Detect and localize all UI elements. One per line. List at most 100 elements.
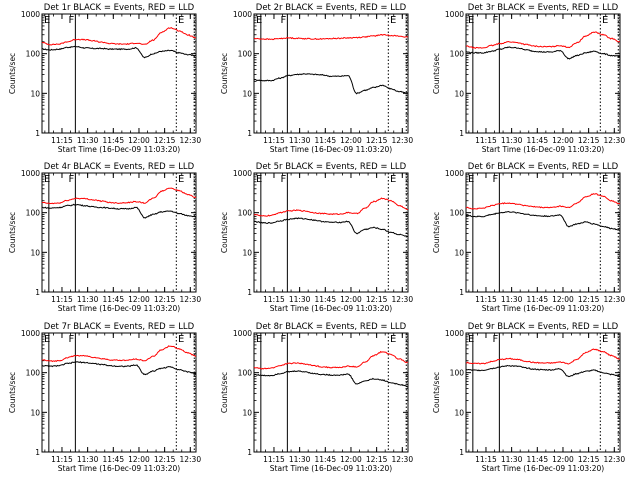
y-axis-label: Counts/sec <box>432 212 441 253</box>
y-tick-label: 10 <box>30 248 40 257</box>
events-series-line <box>253 370 409 388</box>
panel-title: Det 1r BLACK = Events, RED = LLD <box>44 3 195 13</box>
lld-series-line <box>465 31 620 50</box>
plot-frame <box>465 13 621 134</box>
detector-panel-7: Det 7r BLACK = Events, RED = LLD 1 10 100 10… <box>8 322 201 473</box>
x-tick-label: 12:30 <box>179 295 201 304</box>
flag-label: F <box>281 334 287 345</box>
detector-panel-8: Det 8r BLACK = Events, RED = LLD 1 10 100 10… <box>220 322 413 473</box>
flag-label: E <box>390 15 396 26</box>
y-tick-label: 1000 <box>233 329 252 338</box>
x-tick-label: 11:45 <box>526 455 548 464</box>
x-tick-label: 12:30 <box>603 455 625 464</box>
flag-label: F <box>69 334 75 345</box>
x-axis-label: Start Time (16-Dec-09 11:03:20) <box>482 464 604 473</box>
x-tick-label: 11:30 <box>501 295 523 304</box>
flag-label: E <box>390 334 396 345</box>
lld-series-line <box>41 345 197 363</box>
y-tick-label: 1000 <box>233 169 252 178</box>
flag-label: E <box>256 15 262 26</box>
flag-label: E <box>468 15 474 26</box>
x-tick-label: 12:15 <box>154 455 176 464</box>
x-tick-label: 12:00 <box>128 455 150 464</box>
events-series-line <box>465 364 621 378</box>
flag-label: F <box>493 15 499 26</box>
events-series-line <box>465 46 621 60</box>
x-tick-label: 11:45 <box>526 295 548 304</box>
x-tick-label: 11:15 <box>475 295 497 304</box>
x-tick-label: 12:00 <box>128 295 150 304</box>
detector-panel-3: Det 3r BLACK = Events, RED = LLD 1 10 100 10… <box>432 3 625 154</box>
x-tick-label: 12:30 <box>179 136 201 145</box>
x-tick-label: 12:15 <box>154 295 176 304</box>
y-tick-label: 100 <box>26 209 41 218</box>
plot-frame <box>253 13 409 134</box>
x-tick-label: 12:15 <box>578 136 600 145</box>
detector-panel-5: Det 5r BLACK = Events, RED = LLD 1 10 100 10… <box>220 162 413 313</box>
plot-frame <box>41 13 197 134</box>
x-tick-label: 12:30 <box>391 295 413 304</box>
x-tick-label: 12:00 <box>340 455 362 464</box>
x-tick-label: 12:15 <box>578 295 600 304</box>
y-tick-label: 100 <box>26 50 41 59</box>
panel-title: Det 6r BLACK = Events, RED = LLD <box>468 162 619 172</box>
x-tick-label: 11:45 <box>526 136 548 145</box>
panel-title: Det 4r BLACK = Events, RED = LLD <box>44 162 195 172</box>
flag-label: E <box>602 174 608 185</box>
x-axis-label: Start Time (16-Dec-09 11:03:20) <box>270 464 392 473</box>
y-tick-label: 1000 <box>21 169 40 178</box>
x-axis-label: Start Time (16-Dec-09 11:03:20) <box>270 304 392 313</box>
events-series-line <box>42 203 197 219</box>
y-tick-label: 10 <box>242 248 252 257</box>
lld-series-line <box>465 193 621 210</box>
flag-label: E <box>44 15 50 26</box>
flag-label: E <box>178 15 184 26</box>
detector-panel-6: Det 6r BLACK = Events, RED = LLD 1 10 100 10… <box>432 162 625 313</box>
x-tick-label: 12:15 <box>366 136 388 145</box>
x-tick-label: 11:30 <box>289 295 311 304</box>
y-axis-label: Counts/sec <box>432 53 441 94</box>
y-tick-label: 10 <box>454 408 464 417</box>
y-tick-label: 1 <box>35 288 40 297</box>
y-tick-label: 10 <box>242 408 252 417</box>
events-series-line <box>41 45 196 59</box>
detector-panel-4: Det 4r BLACK = Events, RED = LLD 1 10 100 10… <box>8 162 201 313</box>
y-axis-label: Counts/sec <box>220 212 229 253</box>
panel-title: Det 3r BLACK = Events, RED = LLD <box>468 3 619 13</box>
x-tick-label: 11:45 <box>314 455 336 464</box>
plot-frame <box>253 332 409 453</box>
x-tick-label: 12:00 <box>552 455 574 464</box>
plot-frame <box>41 172 197 293</box>
x-tick-label: 11:15 <box>263 136 285 145</box>
plot-frame <box>465 172 621 293</box>
flag-label: E <box>178 174 184 185</box>
y-tick-label: 100 <box>238 50 253 59</box>
events-series-line <box>253 73 409 95</box>
y-axis-label: Counts/sec <box>8 372 17 413</box>
y-tick-label: 100 <box>26 369 41 378</box>
x-axis-label: Start Time (16-Dec-09 11:03:20) <box>482 145 604 154</box>
y-tick-label: 100 <box>238 209 253 218</box>
x-tick-label: 11:30 <box>501 136 523 145</box>
y-axis-label: Counts/sec <box>432 372 441 413</box>
detector-panel-9: Det 9r BLACK = Events, RED = LLD 1 10 100 10… <box>432 322 625 473</box>
y-tick-label: 10 <box>30 408 40 417</box>
y-axis-label: Counts/sec <box>8 53 17 94</box>
y-tick-label: 1 <box>459 129 464 138</box>
flag-label: F <box>281 174 287 185</box>
x-tick-label: 11:15 <box>51 136 73 145</box>
x-axis-label: Start Time (16-Dec-09 11:03:20) <box>270 145 392 154</box>
flag-label: F <box>493 174 499 185</box>
flag-label: E <box>256 334 262 345</box>
lld-series-line <box>41 26 196 46</box>
panel-title: Det 2r BLACK = Events, RED = LLD <box>256 3 407 13</box>
x-tick-label: 12:30 <box>603 295 625 304</box>
x-axis-label: Start Time (16-Dec-09 11:03:20) <box>482 304 604 313</box>
y-tick-label: 10 <box>242 89 252 98</box>
lld-series-line <box>41 187 197 205</box>
x-axis-label: Start Time (16-Dec-09 11:03:20) <box>58 304 180 313</box>
x-tick-label: 11:15 <box>51 295 73 304</box>
flag-label: E <box>256 174 262 185</box>
lld-series-line <box>253 33 409 41</box>
